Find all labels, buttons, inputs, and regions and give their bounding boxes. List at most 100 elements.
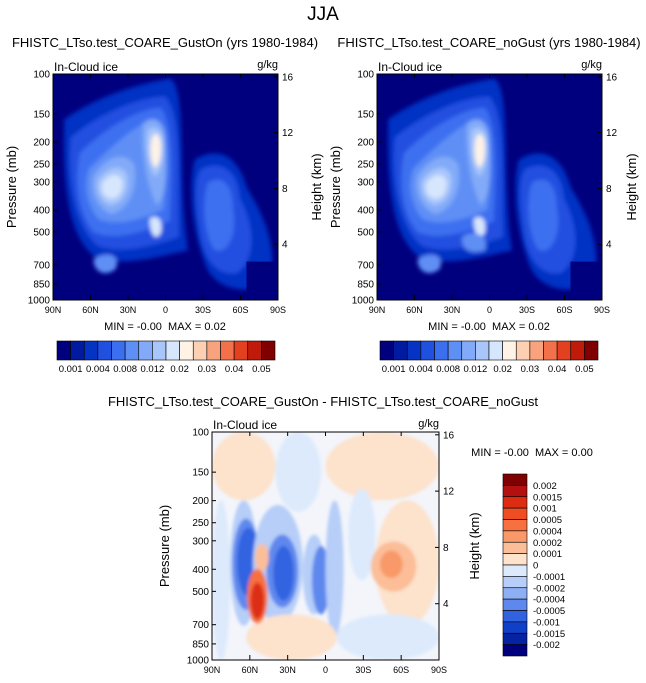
contour-region xyxy=(204,179,235,251)
colorbar-swatch xyxy=(502,340,517,361)
panel-diff: FHISTC_LTso.test_COARE_GustOn - FHISTC_L… xyxy=(108,394,593,675)
colorbar-swatch xyxy=(165,340,180,361)
colorbar-label: -0.0005 xyxy=(533,606,565,617)
y2-tick-label: 4 xyxy=(606,240,612,251)
colorbar-label: 0 xyxy=(533,561,538,572)
variable-label: In-Cloud ice xyxy=(213,418,277,432)
colorbar-swatch xyxy=(179,340,194,361)
x-tick-label: 60S xyxy=(232,305,248,315)
contour-plot xyxy=(212,432,439,660)
variable-label: In-Cloud ice xyxy=(54,60,118,74)
x-tick-label: 30S xyxy=(519,305,535,315)
y-tick-label: 850 xyxy=(357,280,374,291)
colorbar-label: 0.0015 xyxy=(533,492,562,503)
colorbar-swatch xyxy=(393,340,408,361)
colorbar-swatch xyxy=(515,340,531,361)
y2-tick-label: 16 xyxy=(606,72,618,83)
ylabel: Pressure (mb) xyxy=(4,146,19,228)
x-tick-label: 30N xyxy=(279,665,296,675)
colorbar-label: 0.0004 xyxy=(533,526,562,537)
y-tick-label: 700 xyxy=(357,260,374,271)
colorbar-swatch xyxy=(502,473,528,486)
colorbar-label: 0.004 xyxy=(409,364,433,375)
colorbar-label: 0.012 xyxy=(140,364,164,375)
colorbar-swatch xyxy=(124,340,140,361)
x-tick-label: 90N xyxy=(45,305,62,315)
contour-region xyxy=(273,546,294,601)
x-tick-label: 60S xyxy=(393,665,409,675)
colorbar-label: 0.04 xyxy=(548,364,567,375)
x-tick-label: 90S xyxy=(431,665,447,675)
colorbar-label: 0.001 xyxy=(59,364,83,375)
x-tick-label: 60N xyxy=(82,305,99,315)
colorbar-swatch xyxy=(97,340,112,361)
colorbar-swatch xyxy=(502,610,528,623)
contour-region xyxy=(528,179,559,251)
colorbar-swatch xyxy=(83,340,99,361)
colorbar-swatch xyxy=(192,340,208,361)
contour-region xyxy=(101,174,123,199)
colorbar-swatch xyxy=(247,340,262,361)
colorbar-swatch xyxy=(502,507,528,520)
y-tick-label: 300 xyxy=(192,536,209,547)
contour-region xyxy=(462,233,486,252)
y-tick-label: 200 xyxy=(192,496,209,507)
y2-tick-label: 8 xyxy=(443,543,449,554)
colorbar-swatch xyxy=(502,576,528,589)
x-tick-label: 60S xyxy=(556,305,572,315)
y2-tick-label: 16 xyxy=(282,72,294,83)
y2-tick-label: 12 xyxy=(443,487,455,498)
contour-fills xyxy=(388,78,597,290)
colorbar-swatch xyxy=(502,496,528,509)
x-tick-label: 0 xyxy=(163,305,168,315)
contour-plot xyxy=(377,74,602,300)
y-tick-label: 400 xyxy=(192,565,209,576)
x-tick-label: 90S xyxy=(270,305,286,315)
colorbar-label: 0.04 xyxy=(225,364,244,375)
stats-label: MIN = -0.00 MAX = 0.02 xyxy=(428,321,550,333)
colorbar-swatch xyxy=(220,340,235,361)
x-tick-label: 90S xyxy=(594,305,610,315)
colorbar-label: 0.02 xyxy=(493,364,512,375)
y2-tick-label: 4 xyxy=(443,599,449,610)
colorbar-swatch xyxy=(56,340,71,361)
y2-tick-label: 12 xyxy=(282,128,294,139)
colorbar-swatch xyxy=(502,621,528,634)
y-tick-label: 250 xyxy=(192,518,209,529)
y-tick-label: 500 xyxy=(192,587,209,598)
variable-label: In-Cloud ice xyxy=(378,60,442,74)
y-tick-label: 850 xyxy=(33,280,50,291)
contour-region xyxy=(255,543,269,572)
x-tick-label: 60N xyxy=(242,665,259,675)
contour-region xyxy=(150,134,161,168)
stats-label: MIN = -0.00 MAX = 0.00 xyxy=(471,447,593,459)
colorbar-swatch xyxy=(138,340,153,361)
surface-mask xyxy=(570,261,602,300)
y2-tick-label: 8 xyxy=(282,184,288,195)
units-label: g/kg xyxy=(257,59,278,71)
x-tick-label: 0 xyxy=(487,305,492,315)
x-tick-label: 0 xyxy=(323,665,328,675)
panel-title: FHISTC_LTso.test_COARE_GustOn - FHISTC_L… xyxy=(108,394,538,409)
colorbar-vertical: 0.0020.00150.0010.00050.00040.00020.0001… xyxy=(502,473,565,657)
figure-title: JJA xyxy=(307,4,339,25)
ylabel: Pressure (mb) xyxy=(157,505,172,587)
colorbar-swatch xyxy=(206,340,221,361)
colorbar-label: 0.05 xyxy=(575,364,594,375)
contour-region xyxy=(473,216,486,237)
colorbar-swatch xyxy=(434,340,449,361)
ylabel: Pressure (mb) xyxy=(328,146,343,228)
colorbar-label: -0.001 xyxy=(533,617,560,628)
colorbar-swatch xyxy=(70,340,85,361)
x-tick-label: 30N xyxy=(444,305,461,315)
y-tick-label: 400 xyxy=(357,206,374,217)
contour-region xyxy=(246,614,337,660)
colorbar-label: 0.001 xyxy=(382,364,406,375)
colorbar-swatch xyxy=(543,340,558,361)
colorbar-label: -0.0002 xyxy=(533,583,565,594)
panel-title: FHISTC_LTso.test_COARE_GustOn (yrs 1980-… xyxy=(12,35,318,50)
colorbar-label: 0.012 xyxy=(463,364,487,375)
contour-fills xyxy=(64,78,273,290)
contour-region xyxy=(250,582,265,619)
